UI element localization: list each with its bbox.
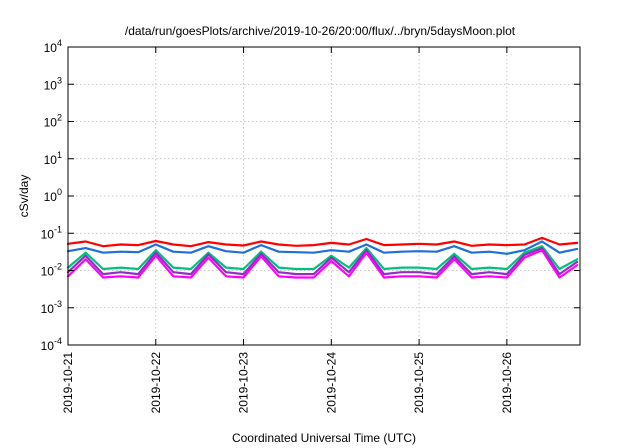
y-tick-label: 10-4 bbox=[41, 336, 62, 353]
x-tick-label: 2019-10-22 bbox=[149, 352, 163, 414]
series-line-3 bbox=[66, 245, 579, 271]
x-axis-label: Coordinated Universal Time (UTC) bbox=[232, 431, 416, 445]
tick-layer bbox=[67, 46, 580, 346]
x-tick-label: 2019-10-25 bbox=[412, 352, 426, 414]
x-tick-label: 2019-10-23 bbox=[237, 352, 251, 414]
y-tick-labels: 104 103 102 101 100 10-1 10-2 10-3 10-4 bbox=[41, 38, 62, 353]
series-line-1 bbox=[66, 236, 579, 248]
y-tick-label: 10-3 bbox=[41, 299, 62, 316]
series-layer bbox=[66, 236, 579, 279]
series-line-4 bbox=[66, 247, 579, 276]
y-tick-label: 103 bbox=[44, 75, 62, 92]
x-tick-label: 2019-10-24 bbox=[324, 352, 338, 414]
series-line-5 bbox=[66, 249, 579, 279]
y-axis-label: cSv/day bbox=[17, 175, 31, 218]
series-line-2 bbox=[66, 240, 579, 255]
grid-layer bbox=[68, 47, 580, 345]
y-tick-label: 10-2 bbox=[41, 262, 62, 279]
y-tick-label: 10-1 bbox=[41, 224, 62, 241]
chart-title: /data/run/goesPlots/archive/2019-10-26/2… bbox=[125, 24, 516, 38]
y-tick-label: 101 bbox=[44, 150, 62, 167]
x-tick-label: 2019-10-21 bbox=[61, 352, 75, 414]
y-tick-label: 100 bbox=[44, 187, 62, 204]
x-tick-label: 2019-10-26 bbox=[500, 352, 514, 414]
y-tick-label: 104 bbox=[44, 38, 62, 55]
y-tick-label: 102 bbox=[44, 113, 62, 130]
x-tick-labels: 2019-10-21 2019-10-22 2019-10-23 2019-10-24… bbox=[61, 352, 514, 414]
